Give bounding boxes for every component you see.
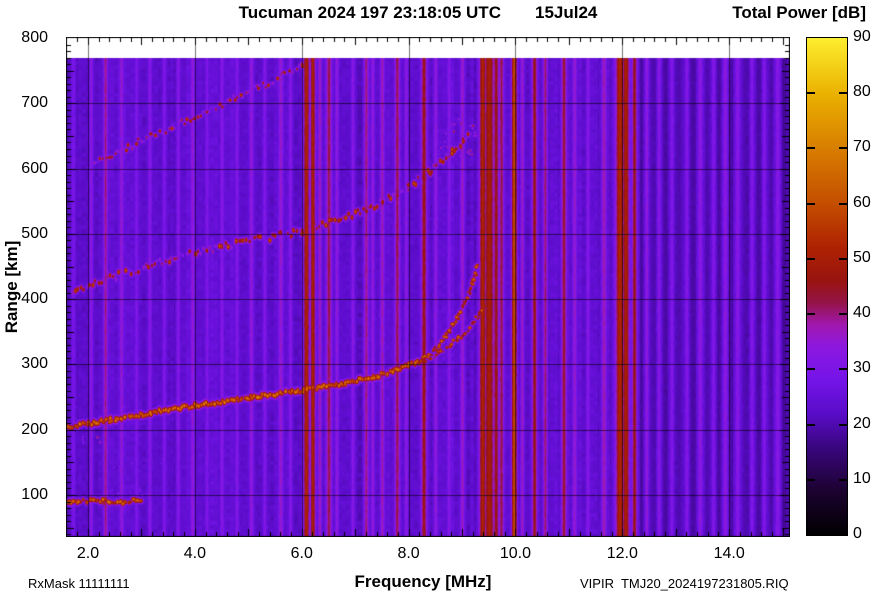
colorbar-tick: [807, 368, 815, 371]
ionogram-heatmap-canvas: [66, 37, 790, 537]
colorbar-tick: [839, 202, 847, 205]
colorbar-tick-label: 30: [853, 359, 871, 377]
x-tick-label: 4.0: [183, 545, 206, 562]
colorbar-tick: [807, 202, 815, 205]
x-axis-label: Frequency [MHz]: [354, 572, 492, 591]
y-tick-label: 400: [21, 290, 48, 308]
colorbar-tick: [839, 368, 847, 371]
colorbar-tick: [839, 92, 847, 95]
plot-header: Tucuman 2024 197 23:18:05 UTC 15Jul24: [0, 3, 836, 23]
colorbar-tick: [807, 92, 815, 95]
colorbar-gradient: [806, 37, 848, 536]
plot-title: Tucuman 2024 197 23:18:05 UTC: [238, 3, 501, 22]
x-tick-label: 6.0: [290, 545, 313, 562]
colorbar-tick-label: 40: [853, 304, 871, 322]
colorbar-tick: [807, 313, 815, 316]
colorbar-tick-label: 50: [853, 248, 871, 266]
colorbar-tick: [807, 423, 815, 426]
x-tick-label: 10.0: [499, 545, 531, 562]
colorbar-tick: [839, 147, 847, 150]
y-tick-label: 700: [21, 94, 48, 112]
rxmask-label: RxMask 11111111: [28, 576, 130, 591]
plot-date: 15Jul24: [534, 3, 598, 22]
colorbar-tick-label: 70: [853, 138, 871, 156]
colorbar-tick: [807, 478, 815, 481]
colorbar-title: Total Power [dB]: [732, 3, 866, 22]
y-tick-label: 500: [21, 224, 48, 242]
x-tick-label: 12.0: [606, 545, 638, 562]
colorbar-tick: [807, 257, 815, 260]
y-tick-label: 200: [21, 420, 48, 438]
colorbar-tick: [807, 147, 815, 150]
y-tick-label: 800: [21, 29, 48, 46]
colorbar-tick-label: 0: [853, 525, 862, 542]
colorbar-tick: [839, 257, 847, 260]
colorbar-tick-label: 60: [853, 193, 871, 211]
colorbar-tick-label: 20: [853, 414, 871, 432]
y-tick-label: 100: [21, 486, 48, 503]
x-tick-label: 2.0: [76, 545, 100, 562]
colorbar-tick: [839, 313, 847, 316]
colorbar-tick-label: 90: [853, 28, 871, 45]
colorbar-tick-label: 10: [853, 469, 871, 487]
y-tick-label: 300: [21, 355, 48, 373]
x-tick-label: 8.0: [397, 545, 420, 562]
colorbar-tick: [839, 423, 847, 426]
data-file-label: VIPIR TMJ20_2024197231805.RIQ: [580, 576, 789, 591]
x-tick-label: 14.0: [713, 545, 745, 562]
y-tick-label: 600: [21, 159, 48, 177]
colorbar-tick: [839, 478, 847, 481]
colorbar-tick-label: 80: [853, 83, 871, 101]
